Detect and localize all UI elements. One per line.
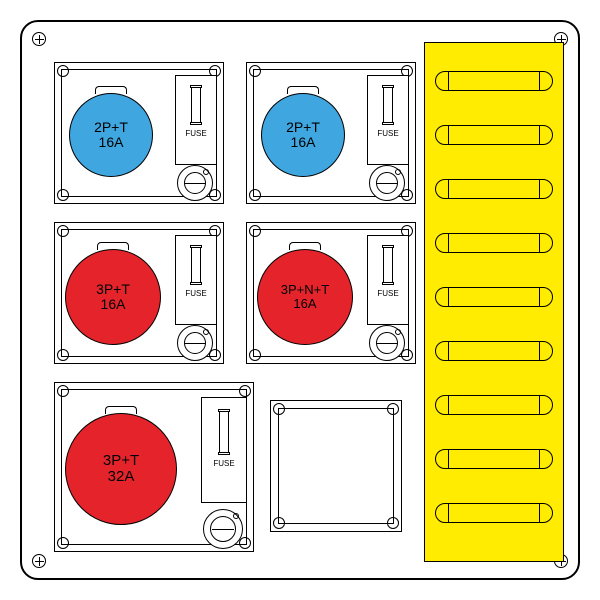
rotary-switch[interactable] [177, 325, 213, 361]
fuse-label: FUSE [202, 459, 246, 468]
cee-socket[interactable]: 3P+T16A [65, 249, 161, 345]
socket-amp-label: 32A [108, 469, 135, 486]
socket-amp-label: 16A [291, 135, 316, 150]
din-slot [435, 449, 553, 469]
socket-latch [287, 86, 319, 94]
socket-module: 3P+T16A FUSE [54, 222, 224, 364]
socket-latch [289, 242, 321, 250]
blank-module [270, 400, 402, 532]
fuse-holder[interactable]: FUSE [175, 235, 217, 325]
fuse-label: FUSE [368, 289, 408, 298]
socket-type-label: 3P+N+T [281, 283, 329, 297]
rotary-switch[interactable] [203, 509, 243, 549]
socket-module: 2P+T16A FUSE [246, 62, 416, 204]
cee-socket[interactable]: 2P+T16A [261, 93, 345, 177]
socket-latch [95, 86, 127, 94]
fuse-holder[interactable]: FUSE [367, 75, 409, 165]
socket-module: 2P+T16A FUSE [54, 62, 224, 204]
panel-screw [32, 554, 46, 568]
cee-socket[interactable]: 2P+T16A [69, 93, 153, 177]
fuse-holder[interactable]: FUSE [367, 235, 409, 325]
socket-amp-label: 16A [99, 135, 124, 150]
fuse-holder[interactable]: FUSE [201, 397, 247, 503]
din-slot [435, 503, 553, 523]
fuse-label: FUSE [368, 129, 408, 138]
din-slot [435, 125, 553, 145]
rotary-switch[interactable] [369, 325, 405, 361]
din-slot [435, 395, 553, 415]
socket-amp-label: 16A [101, 297, 126, 312]
socket-latch [97, 242, 129, 250]
socket-type-label: 2P+T [286, 120, 320, 135]
socket-module: 3P+N+T16A FUSE [246, 222, 416, 364]
rotary-switch[interactable] [369, 165, 405, 201]
socket-type-label: 2P+T [94, 120, 128, 135]
din-slot [435, 287, 553, 307]
socket-latch [105, 406, 137, 414]
din-slot [435, 341, 553, 361]
din-slot [435, 233, 553, 253]
fuse-holder[interactable]: FUSE [175, 75, 217, 165]
rotary-switch[interactable] [177, 165, 213, 201]
socket-type-label: 3P+T [103, 453, 139, 470]
socket-module: 3P+T32A FUSE [54, 382, 254, 552]
panel-screw [32, 32, 46, 46]
socket-type-label: 3P+T [96, 282, 130, 297]
fuse-label: FUSE [176, 129, 216, 138]
socket-amp-label: 16A [293, 297, 316, 311]
din-rail-panel [424, 42, 564, 562]
din-slot [435, 179, 553, 199]
cee-socket[interactable]: 3P+T32A [65, 413, 177, 525]
din-slot [435, 71, 553, 91]
cee-socket[interactable]: 3P+N+T16A [257, 249, 353, 345]
distribution-panel: 2P+T16A FUSE 2P+T16A FUSE 3P+T16A FUSE 3… [20, 20, 580, 580]
fuse-label: FUSE [176, 289, 216, 298]
